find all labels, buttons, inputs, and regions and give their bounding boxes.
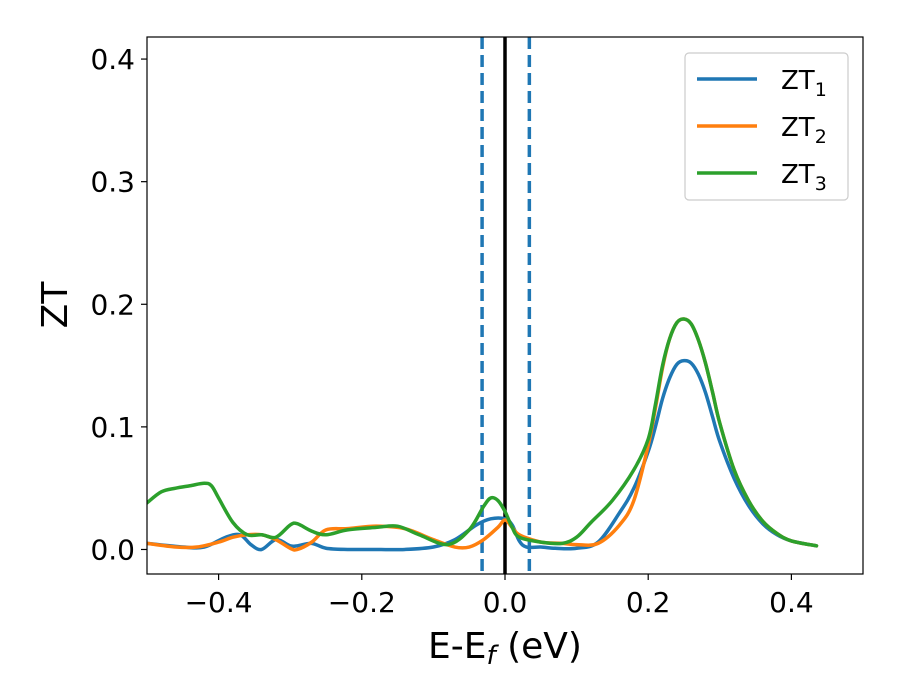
y-tick-label: 0.1	[90, 411, 135, 444]
x-tick-label: −0.4	[185, 586, 253, 619]
x-tick-label: 0.2	[626, 586, 671, 619]
legend-label-subscript: 3	[815, 173, 827, 195]
legend-label-zt3: ZT3	[781, 160, 827, 195]
x-axis-title: E-Ef (eV)	[428, 626, 582, 671]
y-tick-label: 0.2	[90, 288, 135, 321]
legend-label-subscript: 1	[815, 79, 827, 101]
x-tick-label: 0.4	[769, 586, 814, 619]
legend-label-zt2: ZT2	[781, 113, 827, 148]
series-line-zt3	[147, 317, 819, 548]
legend-label-main: ZT	[781, 113, 815, 143]
x-tick-label: −0.2	[328, 586, 396, 619]
legend-label-main: ZT	[781, 66, 815, 96]
legend-label-main: ZT	[781, 160, 815, 190]
series-layer	[147, 317, 819, 552]
x-axis-title-main: E-E	[428, 626, 486, 667]
legend-label-subscript: 2	[815, 126, 827, 148]
reference-lines	[480, 37, 532, 574]
legend-box	[684, 52, 849, 201]
x-tick-label: 0.0	[483, 586, 528, 619]
y-axis: 0.0 0.1 0.2 0.3 0.4	[90, 43, 147, 566]
y-tick-label: 0.3	[90, 166, 135, 199]
y-tick-label: 0.4	[90, 43, 135, 76]
y-axis-title: ZT	[35, 281, 76, 329]
y-tick-label: 0.0	[90, 533, 135, 566]
x-axis: −0.4 −0.2 0.0 0.2 0.4	[185, 574, 814, 619]
x-axis-title-unit: (eV)	[496, 626, 582, 667]
legend-label-zt1: ZT1	[781, 66, 827, 101]
